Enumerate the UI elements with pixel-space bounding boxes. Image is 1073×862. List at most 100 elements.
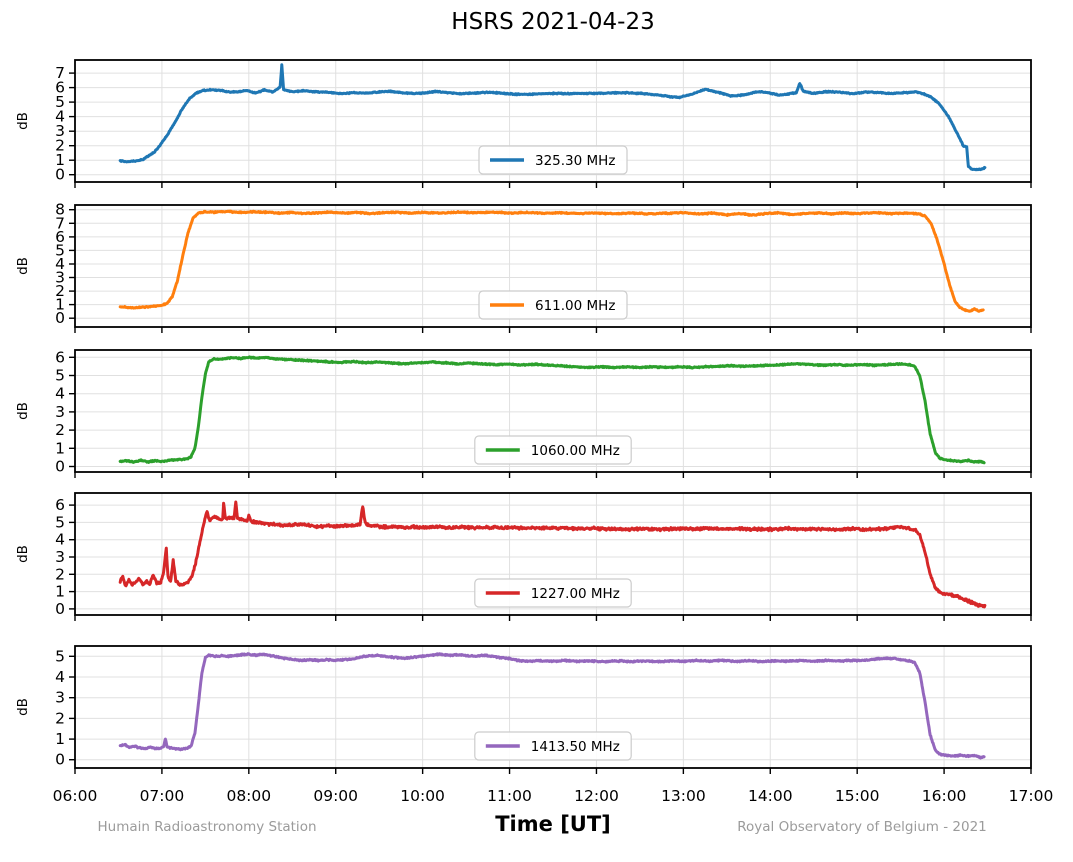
y-tick-label: 0 <box>55 309 65 327</box>
y-axis-label: dB <box>15 257 31 275</box>
y-tick-label: 3 <box>55 403 65 421</box>
x-axis-label: Time [UT] <box>495 812 611 836</box>
legend-325-30-MHz: 325.30 MHz <box>478 145 628 175</box>
y-tick-label: 7 <box>55 64 65 82</box>
x-tick-label: 11:00 <box>487 787 532 805</box>
legend-1413-50-MHz: 1413.50 MHz <box>474 731 632 761</box>
axes-spines <box>74 645 1032 769</box>
y-tick-label: 3 <box>55 689 65 707</box>
y-axis-label: dB <box>15 402 31 420</box>
y-tick-label: 4 <box>55 668 65 686</box>
legend-box <box>474 731 632 761</box>
x-tick-label: 17:00 <box>1009 787 1054 805</box>
x-tick-label: 12:00 <box>574 787 619 805</box>
y-tick-labels: 0 1 2 3 4 5 <box>55 647 65 768</box>
y-tick-label: 4 <box>55 385 65 403</box>
y-tick-label: 7 <box>55 214 65 232</box>
y-tick-label: 0 <box>55 751 65 769</box>
y-tick-label: 2 <box>55 137 65 155</box>
x-tick-label: 14:00 <box>748 787 793 805</box>
y-tick-label: 8 <box>55 201 65 219</box>
series-line-1060-00-MHz <box>118 355 986 465</box>
series-line-1227-00-MHz <box>118 500 987 609</box>
y-tick-label: 2 <box>55 565 65 583</box>
y-axis-label: dB <box>15 545 31 563</box>
y-tick-label: 1 <box>55 583 65 601</box>
series-line-1413-50-MHz <box>118 652 986 760</box>
legend-box <box>474 435 632 465</box>
axes-spines <box>74 349 1032 473</box>
chart-title: HSRS 2021-04-23 <box>451 9 655 35</box>
grid-lines <box>75 493 1031 615</box>
y-tick-label: 3 <box>55 122 65 140</box>
y-tick-label: 2 <box>55 421 65 439</box>
legend-label: 1413.50 MHz <box>531 739 620 755</box>
y-tick-label: 5 <box>55 367 65 385</box>
panel-1413-50-MHz: 0 1 2 3 4 5 dB 1413.50 MHz 06:00 07:00 08:00 09:00 1… <box>15 645 1054 805</box>
legend-label: 325.30 MHz <box>535 153 615 169</box>
footer-observatory-credit: Royal Observatory of Belgium - 2021 <box>737 819 987 835</box>
x-tick-label: 15:00 <box>835 787 880 805</box>
y-tick-label: 3 <box>55 548 65 566</box>
series-line-325-30-MHz <box>118 63 987 172</box>
x-tick-label: 10:00 <box>400 787 445 805</box>
y-tick-label: 2 <box>55 282 65 300</box>
y-tick-label: 6 <box>55 79 65 97</box>
footer-station-credit: Humain Radioastronomy Station <box>97 819 317 835</box>
x-tick-label: 08:00 <box>226 787 271 805</box>
series-line-611-00-MHz <box>118 209 985 313</box>
y-tick-label: 0 <box>55 458 65 476</box>
legend-label: 1227.00 MHz <box>531 586 620 602</box>
y-axis-label: dB <box>15 698 31 716</box>
legend-label: 611.00 MHz <box>535 298 615 314</box>
y-tick-label: 4 <box>55 531 65 549</box>
y-tick-label: 0 <box>55 600 65 618</box>
legend-box <box>478 145 628 175</box>
axis-ticks <box>69 655 1032 774</box>
y-tick-label: 3 <box>55 269 65 287</box>
x-tick-label: 07:00 <box>140 787 185 805</box>
x-tick-label: 06:00 <box>53 787 98 805</box>
y-tick-label: 0 <box>55 166 65 184</box>
axis-ticks <box>69 356 1032 478</box>
x-tick-label: 09:00 <box>313 787 358 805</box>
y-tick-label: 6 <box>55 348 65 366</box>
grid-lines <box>75 350 1031 472</box>
axis-ticks <box>69 72 1032 188</box>
y-tick-label: 1 <box>55 730 65 748</box>
axis-ticks <box>69 208 1032 333</box>
y-tick-label: 4 <box>55 108 65 126</box>
grid-lines <box>75 205 1031 327</box>
y-tick-label: 5 <box>55 93 65 111</box>
legend-box <box>474 578 632 608</box>
y-tick-label: 5 <box>55 513 65 531</box>
legend-box <box>478 290 628 320</box>
legend-1060-00-MHz: 1060.00 MHz <box>474 435 632 465</box>
legend-label: 1060.00 MHz <box>531 443 620 459</box>
axes-spines <box>74 492 1032 616</box>
y-tick-label: 5 <box>55 647 65 665</box>
y-tick-label: 6 <box>55 228 65 246</box>
y-tick-label: 2 <box>55 709 65 727</box>
y-tick-label: 1 <box>55 296 65 314</box>
y-tick-label: 1 <box>55 439 65 457</box>
x-tick-label: 13:00 <box>661 787 706 805</box>
x-tick-label: 16:00 <box>922 787 967 805</box>
y-axis-label: dB <box>15 112 31 130</box>
y-tick-label: 1 <box>55 151 65 169</box>
x-tick-labels: 06:00 07:00 08:00 09:00 10:00 11:00 12:00 13:00… <box>53 787 1054 805</box>
y-tick-label: 5 <box>55 241 65 259</box>
axes-spines <box>74 204 1032 328</box>
axes-spines <box>74 59 1032 183</box>
y-tick-label: 4 <box>55 255 65 273</box>
legend-611-00-MHz: 611.00 MHz <box>478 290 628 320</box>
